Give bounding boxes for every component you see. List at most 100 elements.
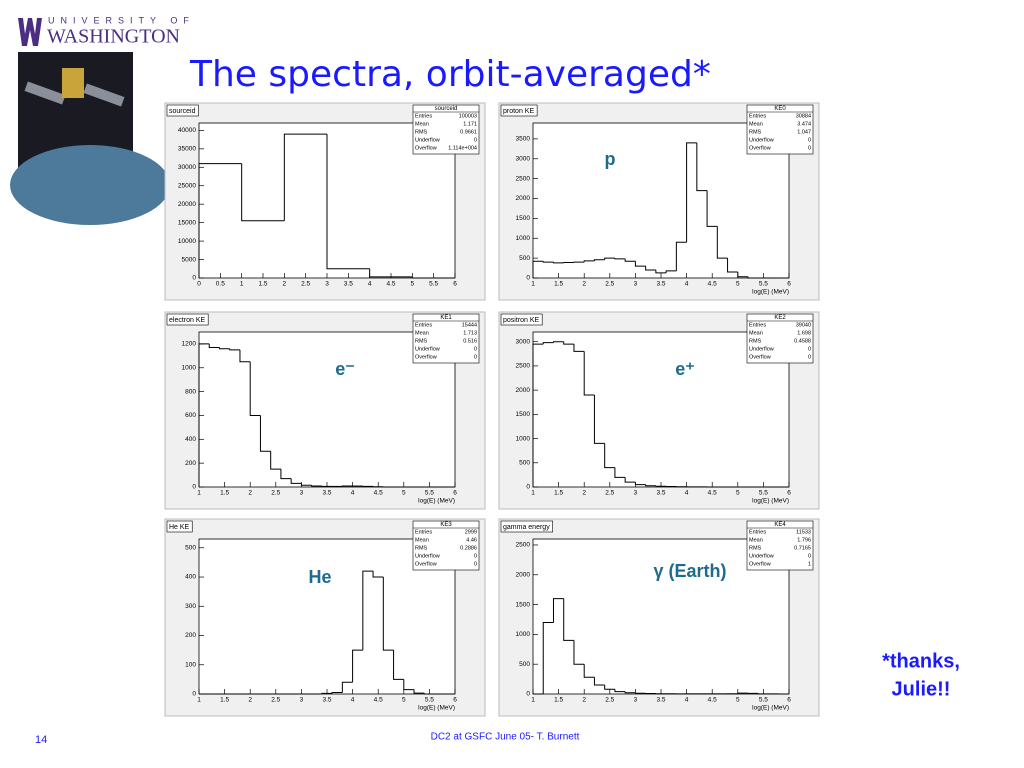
histogram-name: He KE xyxy=(169,524,190,531)
stats-key: RMS xyxy=(415,338,428,344)
x-tick-label: 6 xyxy=(787,490,791,497)
y-tick-label: 0 xyxy=(526,275,530,282)
histogram-bin xyxy=(645,484,656,487)
histogram-bin xyxy=(311,485,322,487)
histogram-bin xyxy=(593,394,605,444)
histogram-name-box xyxy=(166,313,209,326)
x-tick-label: 2.5 xyxy=(605,281,614,288)
x-tick-label: 6 xyxy=(787,281,791,288)
histogram-bin xyxy=(593,677,605,686)
histogram-bin xyxy=(259,415,271,452)
y-tick-label: 2500 xyxy=(516,175,531,182)
plot-area xyxy=(198,538,456,695)
x-tick-label: 5.5 xyxy=(425,697,434,704)
stats-title: KE0 xyxy=(774,106,786,112)
stats-value: 15444 xyxy=(462,322,477,328)
y-tick-label: 200 xyxy=(185,460,196,467)
stats-value: 1.114e+004 xyxy=(448,145,477,151)
x-tick-label: 3.5 xyxy=(656,281,665,288)
x-tick-label: 6 xyxy=(453,490,457,497)
x-tick-label: 5.5 xyxy=(759,697,768,704)
stats-key: RMS xyxy=(415,545,428,551)
x-axis-label: log(E) (MeV) xyxy=(752,705,789,712)
stats-value: 0.516 xyxy=(463,338,477,344)
x-tick-label: 5 xyxy=(411,281,415,288)
histogram-bin xyxy=(241,163,285,222)
stats-value: 1.171 xyxy=(463,121,477,127)
satellite-image xyxy=(10,52,170,225)
x-tick-label: 5.5 xyxy=(425,490,434,497)
stats-value: 0 xyxy=(474,561,477,567)
y-tick-label: 400 xyxy=(185,574,196,581)
histogram-bin xyxy=(747,276,759,279)
histogram-bin xyxy=(300,483,312,486)
histogram-bin xyxy=(411,276,455,279)
histogram-panel: 0 5000 10000 15000 20000 25000 30000 35000 40000… xyxy=(164,102,486,301)
x-tick-label: 2.5 xyxy=(301,281,310,288)
x-tick-label: 3.5 xyxy=(322,490,331,497)
plot-area xyxy=(198,331,456,488)
histogram-panel: 0 500 1000 1500 2000 2500 1 1.5 2 2.5 3 3.5 4 4.5 5 5.5… xyxy=(498,518,820,717)
stats-key: Mean xyxy=(415,537,429,543)
stats-key: RMS xyxy=(415,129,428,135)
page-number: 14 xyxy=(35,734,47,746)
y-tick-label: 3000 xyxy=(516,155,531,162)
plot-area xyxy=(532,538,790,695)
stats-value: 3.474 xyxy=(797,121,811,127)
particle-label: p xyxy=(605,149,616,169)
stats-box xyxy=(412,104,480,155)
x-tick-label: 1.5 xyxy=(554,490,563,497)
y-tick-label: 500 xyxy=(519,661,530,668)
histogram-bin xyxy=(573,640,585,665)
x-tick-label: 1.5 xyxy=(220,490,229,497)
histogram-bin xyxy=(362,570,374,651)
histogram-name: gamma energy xyxy=(503,524,550,531)
x-tick-label: 5 xyxy=(402,490,406,497)
y-tick-label: 40000 xyxy=(178,127,196,134)
y-tick-label: 15000 xyxy=(178,219,196,226)
stats-key: Mean xyxy=(415,121,429,127)
stats-box xyxy=(412,313,480,364)
histogram-name-box xyxy=(166,104,199,117)
histogram-bin xyxy=(208,343,220,348)
y-tick-label: 500 xyxy=(185,544,196,551)
stats-key: Entries xyxy=(415,322,432,328)
x-tick-label: 3.5 xyxy=(344,281,353,288)
histogram-bin xyxy=(665,270,677,273)
histogram-bin xyxy=(583,664,595,678)
histogram-bin xyxy=(229,348,240,351)
histogram-name: positron KE xyxy=(503,317,540,324)
histogram-bin xyxy=(645,266,656,271)
stats-value: 0.2886 xyxy=(460,545,477,551)
x-tick-label: 4.5 xyxy=(708,490,717,497)
histogram-bin xyxy=(280,469,292,480)
footer: DC2 at GSFC June 05- T. Burnett xyxy=(431,732,580,743)
y-tick-label: 200 xyxy=(185,632,196,639)
y-tick-label: 20000 xyxy=(178,201,196,208)
histogram-bin xyxy=(393,650,404,680)
y-tick-label: 500 xyxy=(519,255,530,262)
body xyxy=(62,68,84,98)
y-tick-label: 800 xyxy=(185,388,196,395)
stats-value: 2999 xyxy=(465,529,477,535)
x-tick-label: 5.5 xyxy=(759,281,768,288)
y-tick-label: 2500 xyxy=(516,542,531,549)
logo: UNIVERSITY OF WASHINGTON xyxy=(18,15,189,48)
y-tick-label: 25000 xyxy=(178,182,196,189)
histogram-bin xyxy=(290,478,302,484)
stats-value: 0 xyxy=(474,354,477,360)
stats-value: 0 xyxy=(474,137,477,143)
histogram-bin xyxy=(352,649,363,683)
histogram-bin xyxy=(331,692,343,694)
y-tick-label: 2000 xyxy=(516,387,531,394)
x-tick-label: 4.5 xyxy=(708,281,717,288)
stats-value: 0 xyxy=(808,145,811,151)
histogram-bin xyxy=(737,692,749,694)
stats-value: 1.796 xyxy=(797,537,811,543)
x-tick-label: 2 xyxy=(582,281,586,288)
slide-title: The spectra, orbit-averaged* xyxy=(189,54,711,95)
histogram-name-box xyxy=(500,104,538,117)
y-tick-label: 30000 xyxy=(178,164,196,171)
stats-box xyxy=(746,313,814,364)
x-tick-label: 1.5 xyxy=(554,697,563,704)
